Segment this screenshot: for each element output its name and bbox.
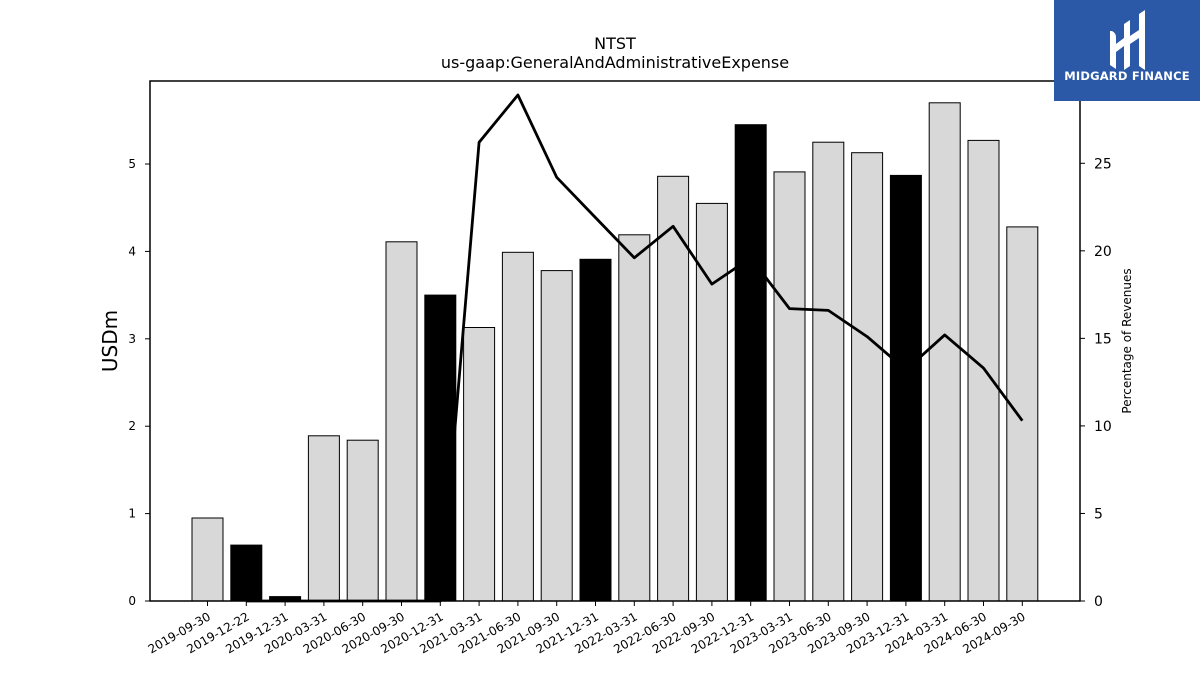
bar [889,174,922,602]
brand-name: MIDGARD FINANCE [1064,69,1190,83]
bar [385,241,418,602]
midgard-m-logo-icon [1110,10,1145,70]
bar [773,171,806,602]
y-tick-label: 5 [128,157,136,171]
y2-tick-label: 20 [1094,244,1112,260]
y2-axis-label: Percentage of Revenues [1120,268,1134,413]
bar [812,141,845,602]
y2-tick-label: 10 [1094,419,1112,435]
bar [230,544,263,602]
y-axis-label: USDm [98,310,122,372]
y-axis-right: 0 5 10 15 20 25 [1080,156,1112,610]
bar [501,251,534,602]
y2-tick-label: 25 [1094,156,1112,172]
y2-tick-label: 0 [1094,594,1103,610]
bar [967,139,1000,602]
bar [618,234,651,602]
y-tick-label: 2 [128,419,136,433]
brand-logo: MIDGARD FINANCE [1054,0,1200,101]
x-axis: 2019-09-302019-12-222019-12-312020-03-31… [146,601,1028,656]
bar [928,102,961,602]
bar [191,517,224,602]
bar [346,439,379,602]
bar-series [191,102,1039,602]
y-tick-label: 4 [128,244,136,258]
y-tick-label: 1 [128,507,136,521]
bar [307,435,340,602]
y-tick-label: 3 [128,332,136,346]
chart-subtitle: us-gaap:GeneralAndAdministrativeExpense [441,53,789,72]
plot-frame [149,80,1081,602]
bar [657,175,690,602]
bar [579,258,612,602]
bar [540,270,573,602]
chart-title: NTST [594,34,636,53]
bar [695,202,728,602]
bar [424,294,457,602]
bar [734,124,767,602]
y2-tick-label: 5 [1094,506,1103,522]
y-tick-label: 0 [128,594,136,608]
bar [851,152,884,602]
bar [463,327,496,602]
y2-tick-label: 15 [1094,331,1112,347]
bar [1006,226,1039,602]
y-axis-left: 0 1 2 3 4 5 [128,157,150,608]
